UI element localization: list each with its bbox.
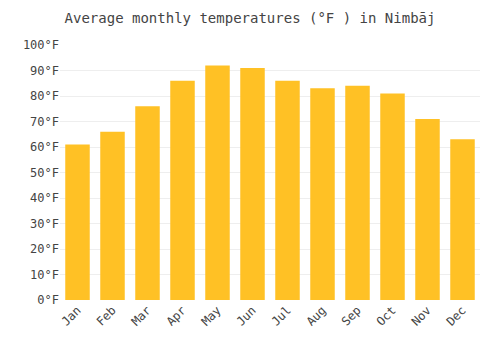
svg-text:Feb: Feb <box>94 303 119 328</box>
svg-text:Mar: Mar <box>129 303 154 328</box>
svg-text:30°F: 30°F <box>30 217 59 231</box>
svg-text:Apr: Apr <box>164 303 189 328</box>
svg-text:60°F: 60°F <box>30 140 59 154</box>
svg-text:Nov: Nov <box>409 303 434 328</box>
svg-text:40°F: 40°F <box>30 191 59 205</box>
svg-text:20°F: 20°F <box>30 242 59 256</box>
svg-text:50°F: 50°F <box>30 166 59 180</box>
svg-text:Dec: Dec <box>444 303 469 328</box>
svg-text:100°F: 100°F <box>23 38 59 52</box>
svg-text:Sep: Sep <box>339 303 364 328</box>
svg-text:Oct: Oct <box>374 303 399 328</box>
svg-text:80°F: 80°F <box>30 89 59 103</box>
svg-text:Aug: Aug <box>304 303 329 328</box>
svg-text:Jan: Jan <box>59 303 84 328</box>
svg-text:Jul: Jul <box>269 303 294 328</box>
svg-text:0°F: 0°F <box>37 293 59 307</box>
svg-text:10°F: 10°F <box>30 268 59 282</box>
svg-text:Average monthly temperatures (: Average monthly temperatures (°F ) in Ni… <box>65 10 436 26</box>
svg-text:70°F: 70°F <box>30 115 59 129</box>
svg-text:May: May <box>199 303 224 328</box>
svg-text:90°F: 90°F <box>30 64 59 78</box>
svg-text:Jun: Jun <box>234 303 259 328</box>
